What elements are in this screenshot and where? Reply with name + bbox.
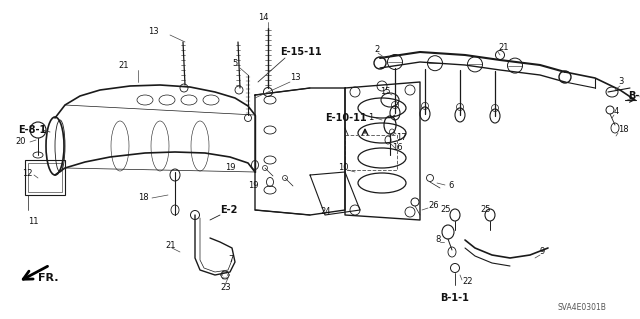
Text: 9: 9: [540, 248, 545, 256]
Text: 3: 3: [618, 78, 623, 86]
Text: 19: 19: [248, 181, 259, 189]
Text: 5: 5: [232, 58, 237, 68]
Text: 21: 21: [165, 241, 175, 249]
Text: SVA4E0301B: SVA4E0301B: [558, 303, 607, 313]
Bar: [345, 135, 397, 170]
Text: 4: 4: [614, 108, 620, 116]
Text: 13: 13: [148, 27, 159, 36]
Text: 25: 25: [440, 205, 451, 214]
Text: B-1-1: B-1-1: [440, 293, 469, 303]
Text: 19: 19: [225, 164, 236, 173]
Text: B-4: B-4: [628, 91, 640, 101]
Text: 11: 11: [28, 218, 38, 226]
Text: 15: 15: [380, 87, 390, 97]
Text: FR.: FR.: [38, 273, 58, 283]
Text: 7: 7: [228, 256, 234, 264]
Text: 13: 13: [290, 73, 301, 83]
Text: 8: 8: [435, 235, 440, 244]
Text: 22: 22: [462, 278, 472, 286]
Text: 18: 18: [138, 194, 148, 203]
Text: 20: 20: [15, 137, 26, 146]
Bar: [28, 163, 62, 192]
Text: 6: 6: [448, 181, 453, 189]
Text: 16: 16: [392, 144, 403, 152]
Text: 17: 17: [396, 133, 406, 143]
Text: 1: 1: [368, 114, 373, 122]
Text: 21: 21: [118, 61, 129, 70]
Text: E-2: E-2: [220, 205, 237, 215]
Text: 10: 10: [338, 164, 349, 173]
Text: 23: 23: [220, 284, 230, 293]
Text: 21: 21: [498, 43, 509, 53]
Text: 2: 2: [374, 46, 380, 55]
Text: 24: 24: [320, 207, 330, 217]
Text: E-15-11: E-15-11: [280, 47, 322, 57]
Text: 12: 12: [22, 168, 33, 177]
Text: E-8-1: E-8-1: [18, 125, 46, 135]
Text: 14: 14: [258, 13, 269, 23]
Bar: [25, 160, 65, 195]
Text: E-10-11: E-10-11: [325, 113, 367, 123]
Text: 18: 18: [618, 125, 628, 135]
Text: 25: 25: [480, 205, 490, 214]
Text: 26: 26: [428, 201, 438, 210]
